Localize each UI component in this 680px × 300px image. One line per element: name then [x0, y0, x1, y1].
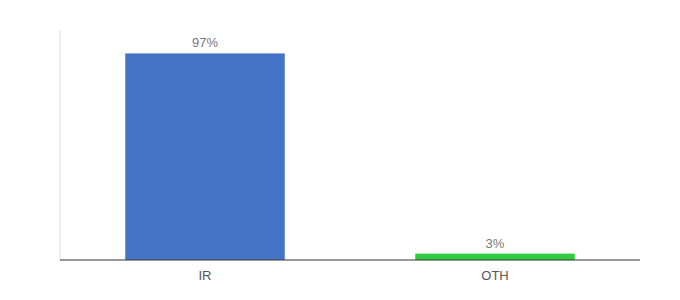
bar [125, 53, 285, 260]
chart-svg: 97% 3% IR OTH [0, 0, 680, 300]
x-tick-label: OTH [481, 268, 508, 283]
x-tick-label: IR [199, 268, 212, 283]
bars [125, 53, 575, 260]
y-axis-line [60, 30, 61, 260]
data-label: 97% [192, 35, 218, 50]
data-label: 3% [486, 236, 505, 251]
data-labels: 97% 3% [192, 35, 505, 250]
bar [415, 254, 575, 260]
chart-container: 97% 3% IR OTH [0, 0, 680, 300]
x-axis-line [60, 260, 640, 261]
x-axis: IR OTH [60, 260, 640, 283]
